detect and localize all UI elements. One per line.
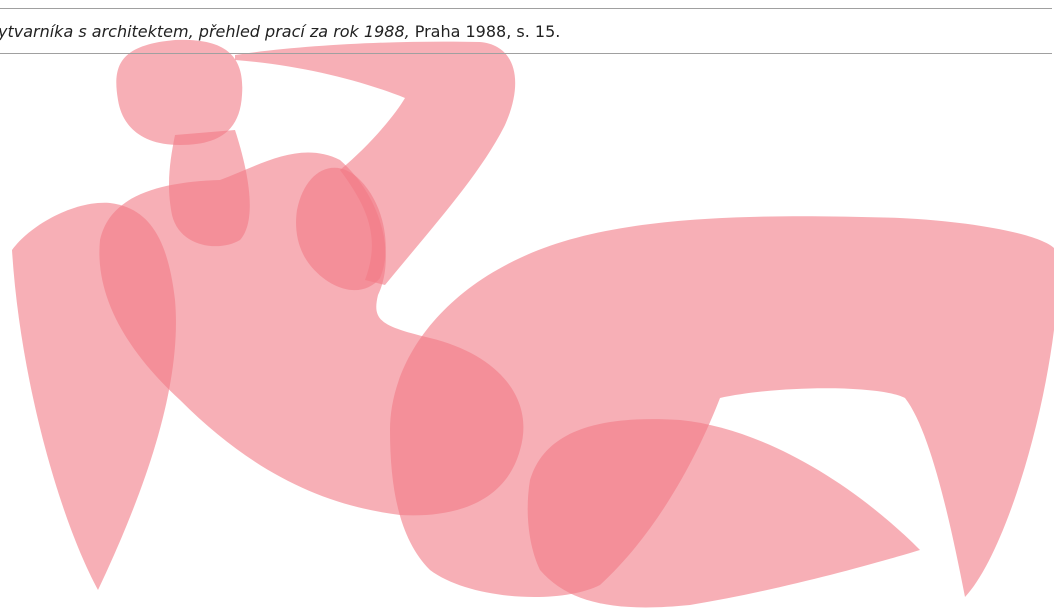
- illustration: [0, 0, 1054, 613]
- citation: ytvarníka s architektem, přehled prací z…: [0, 8, 1052, 54]
- shape-lower-leg: [528, 419, 920, 607]
- citation-rest: Praha 1988, s. 15.: [415, 22, 561, 41]
- page: ytvarníka s architektem, přehled prací z…: [0, 0, 1054, 613]
- shape-head: [116, 40, 242, 145]
- citation-italic: ytvarníka s architektem, přehled prací z…: [0, 22, 410, 41]
- shape-neck: [169, 130, 250, 246]
